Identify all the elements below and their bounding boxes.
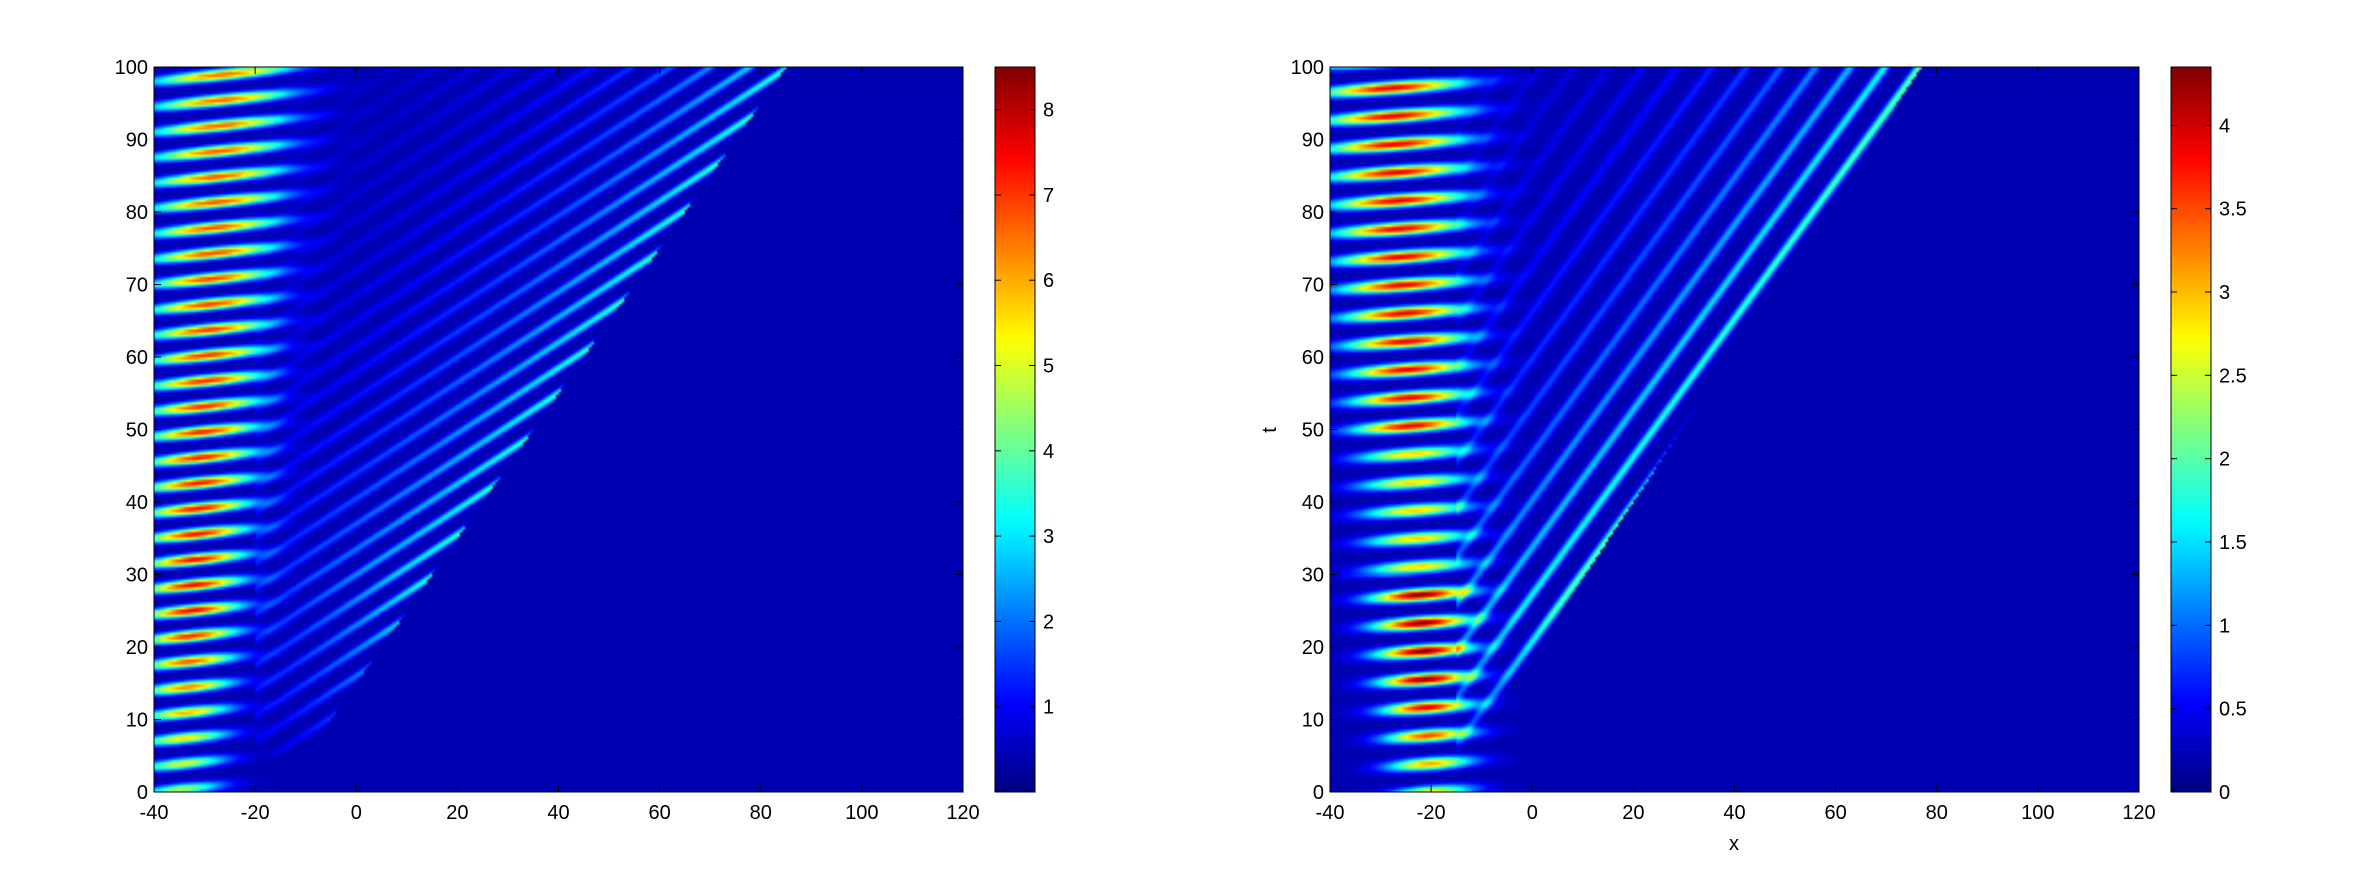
y-tick-label: 60	[126, 347, 148, 369]
x-tick-label: -40	[1316, 802, 1345, 824]
y-tick-label: 10	[126, 710, 148, 732]
colorbar-tick-label: 3.5	[2219, 199, 2247, 221]
x-tick-label: -20	[1417, 802, 1446, 824]
y-tick-label: 100	[115, 57, 148, 79]
left-colorbar-frame	[994, 66, 1036, 793]
colorbar-tick-label: 4	[2219, 115, 2230, 137]
x-tick-label: 80	[1926, 802, 1948, 824]
x-tick-label: -40	[140, 802, 169, 824]
left-y-ticks: 0 10 20 30 40 50 60 70 80 90 100	[115, 57, 963, 804]
x-tick-label: 80	[750, 802, 772, 824]
x-tick-label: 0	[1527, 802, 1538, 824]
colorbar-tick-label: 0	[2219, 782, 2230, 804]
colorbar-tick-label: 8	[1043, 100, 1054, 122]
right-y-ticks: 0 10 20 30 40 50 60 70 80 90 100	[1291, 57, 2139, 804]
colorbar-tick-label: 4	[1043, 441, 1054, 463]
y-tick-label: 40	[126, 492, 148, 514]
right-colorbar-ticks: 0 0.5 1 1.5 2 2.5 3 3.5 4	[2171, 115, 2247, 804]
y-tick-label: 30	[126, 565, 148, 587]
y-tick-label: 0	[137, 782, 148, 804]
y-tick-label: 0	[1313, 782, 1324, 804]
right-y-axis-label: t	[1259, 427, 1281, 433]
colorbar-tick-label: 1	[1043, 697, 1054, 719]
x-tick-label: 20	[446, 802, 468, 824]
y-tick-label: 50	[1302, 420, 1324, 442]
y-tick-label: 90	[1302, 130, 1324, 152]
x-tick-label: 120	[946, 802, 979, 824]
colorbar-tick-label: 5	[1043, 356, 1054, 378]
y-tick-label: 40	[1302, 492, 1324, 514]
right-heatmap	[1330, 67, 2139, 792]
colorbar-tick-label: 1.5	[2219, 532, 2247, 554]
left-x-ticks: -40 -20 0 20 40 60 80 100 120	[140, 67, 980, 824]
x-tick-label: 40	[547, 802, 569, 824]
colorbar-tick-label: 2.5	[2219, 365, 2247, 387]
x-tick-label: 40	[1723, 802, 1745, 824]
x-tick-label: 100	[2021, 802, 2054, 824]
right-colorbar	[2171, 67, 2211, 792]
y-tick-label: 30	[1302, 565, 1324, 587]
y-tick-label: 10	[1302, 710, 1324, 732]
y-tick-label: 20	[1302, 637, 1324, 659]
colorbar-tick-label: 7	[1043, 185, 1054, 207]
colorbar-tick-label: 0.5	[2219, 699, 2247, 721]
x-tick-label: 100	[845, 802, 878, 824]
colorbar-tick-label: 3	[1043, 526, 1054, 548]
y-tick-label: 90	[126, 130, 148, 152]
right-colorbar-frame	[2170, 66, 2212, 793]
y-tick-label: 80	[1302, 202, 1324, 224]
x-tick-label: 60	[649, 802, 671, 824]
y-tick-label: 80	[126, 202, 148, 224]
x-tick-label: -20	[241, 802, 270, 824]
y-tick-label: 70	[1302, 275, 1324, 297]
right-chart: -40 -20 0 20 40 60 80 100 120 010203040506070809…	[1259, 57, 2247, 855]
left-heatmap	[154, 67, 963, 792]
colorbar-tick-label: 2	[1043, 611, 1054, 633]
x-tick-label: 120	[2122, 802, 2155, 824]
right-x-axis-label: x	[1729, 833, 1739, 855]
x-tick-label: 0	[351, 802, 362, 824]
left-colorbar-ticks: 1 2 3 4 5 6 7 8	[995, 100, 1054, 719]
y-tick-label: 50	[126, 420, 148, 442]
left-colorbar	[995, 67, 1035, 792]
colorbar-tick-label: 2	[2219, 449, 2230, 471]
y-tick-label: 20	[126, 637, 148, 659]
right-x-ticks: -40 -20 0 20 40 60 80 100 120	[1316, 67, 2156, 824]
y-tick-label: 70	[126, 275, 148, 297]
y-tick-label: 60	[1302, 347, 1324, 369]
y-tick-label: 100	[1291, 57, 1324, 79]
left-chart: -40 -20 0 20 40 60 80 100 120 0 10 20 30 40 50 60 70 80 9…	[115, 57, 1055, 824]
colorbar-tick-label: 3	[2219, 282, 2230, 304]
colorbar-tick-label: 6	[1043, 270, 1054, 292]
colorbar-tick-label: 1	[2219, 615, 2230, 637]
x-tick-label: 20	[1622, 802, 1644, 824]
x-tick-label: 60	[1825, 802, 1847, 824]
